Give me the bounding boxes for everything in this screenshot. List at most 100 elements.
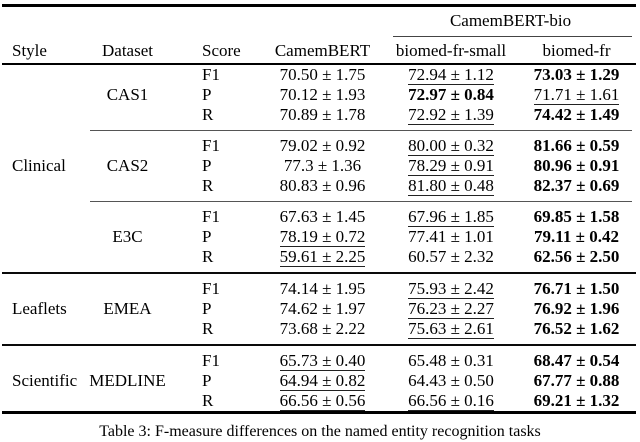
- score-cell: P: [202, 84, 212, 104]
- score-cell: R: [202, 175, 214, 195]
- value-cell: 72.92 ± 1.39: [385, 104, 517, 125]
- value-cell: 67.96 ± 1.85: [385, 206, 517, 227]
- dataset-divider-rule: [90, 200, 632, 202]
- metric-value: 74.62 ± 1.97: [279, 298, 366, 318]
- value-cell: 68.47 ± 0.54: [517, 351, 636, 371]
- metric-value: 59.61 ± 2.25: [279, 246, 366, 267]
- table-top-rule: [2, 4, 636, 7]
- value-cell: 70.12 ± 1.93: [260, 85, 385, 105]
- table-caption: Table 3: F-measure differences on the na…: [99, 423, 541, 440]
- value-cell: 80.83 ± 0.96: [260, 176, 385, 196]
- value-cell: 69.85 ± 1.58: [517, 207, 636, 227]
- value-cell: 64.43 ± 0.50: [385, 371, 517, 391]
- metric-value: 67.77 ± 0.88: [533, 370, 620, 390]
- style-label: Scientific: [12, 370, 78, 390]
- value-cell: 80.00 ± 0.32: [385, 135, 517, 156]
- metric-value: 71.71 ± 1.61: [533, 84, 620, 105]
- value-cell: 73.03 ± 1.29: [517, 65, 636, 85]
- metric-value: 70.12 ± 1.93: [279, 84, 366, 104]
- value-cell: 70.50 ± 1.75: [260, 65, 385, 85]
- value-cell: 74.14 ± 1.95: [260, 279, 385, 299]
- value-cell: 79.02 ± 0.92: [260, 136, 385, 156]
- section-divider-rule: [2, 343, 636, 346]
- value-cell: 76.92 ± 1.96: [517, 299, 636, 319]
- dataset-label: CAS1: [106, 84, 149, 104]
- metric-value: 76.71 ± 1.50: [533, 278, 620, 298]
- metric-value: 75.63 ± 2.61: [408, 318, 494, 339]
- metric-value: 74.42 ± 1.49: [533, 104, 620, 124]
- score-cell: F1: [202, 278, 220, 298]
- value-cell: 78.19 ± 0.72: [260, 226, 385, 247]
- metric-value: 70.89 ± 1.78: [279, 104, 366, 124]
- value-cell: 67.77 ± 0.88: [517, 371, 636, 391]
- metric-value: 60.57 ± 2.32: [408, 246, 494, 266]
- score-cell: R: [202, 246, 214, 266]
- metric-value: 73.03 ± 1.29: [533, 64, 620, 84]
- value-cell: 76.71 ± 1.50: [517, 279, 636, 299]
- metric-value: 79.11 ± 0.42: [534, 226, 619, 246]
- value-cell: 77.41 ± 1.01: [385, 227, 517, 247]
- metric-value: 72.94 ± 1.12: [408, 64, 494, 85]
- metric-value: 65.73 ± 0.40: [279, 350, 366, 371]
- metric-value: 72.92 ± 1.39: [408, 104, 494, 125]
- dataset-label: EMEA: [103, 298, 152, 318]
- value-cell: 71.71 ± 1.61: [517, 84, 636, 105]
- metric-value: 77.3 ± 1.36: [283, 155, 362, 175]
- value-cell: 74.42 ± 1.49: [517, 105, 636, 125]
- dataset-label: E3C: [112, 226, 143, 246]
- metric-value: 76.52 ± 1.62: [533, 318, 620, 338]
- metric-value: 64.94 ± 0.82: [279, 370, 366, 391]
- value-cell: 80.96 ± 0.91: [517, 156, 636, 176]
- table-bottom-rule: [2, 410, 636, 414]
- column-header-score: Score: [202, 40, 241, 60]
- value-cell: 74.62 ± 1.97: [260, 299, 385, 319]
- metric-value: 77.41 ± 1.01: [408, 226, 494, 246]
- metric-value: 72.97 ± 0.84: [408, 84, 494, 104]
- metric-value: 70.50 ± 1.75: [279, 64, 366, 84]
- style-label: Leaflets: [12, 298, 67, 318]
- dataset-divider-rule: [90, 129, 632, 131]
- value-cell: 72.97 ± 0.84: [385, 85, 517, 105]
- metric-value: 74.14 ± 1.95: [279, 278, 366, 298]
- score-cell: P: [202, 370, 212, 390]
- value-cell: 75.93 ± 2.42: [385, 278, 517, 299]
- score-cell: R: [202, 390, 214, 410]
- value-cell: 70.89 ± 1.78: [260, 105, 385, 125]
- metric-value: 62.56 ± 2.50: [533, 246, 620, 266]
- dataset-label: CAS2: [106, 155, 149, 175]
- metric-value: 66.56 ± 0.56: [279, 390, 366, 411]
- metric-value: 73.68 ± 2.22: [279, 318, 366, 338]
- metric-value: 80.96 ± 0.91: [533, 155, 620, 175]
- metric-value: 81.66 ± 0.59: [533, 135, 620, 155]
- group-header-rule: [393, 35, 632, 37]
- metric-value: 78.29 ± 0.91: [408, 155, 494, 176]
- value-cell: 78.29 ± 0.91: [385, 155, 517, 176]
- value-cell: 66.56 ± 0.56: [260, 390, 385, 411]
- metric-value: 78.19 ± 0.72: [279, 226, 366, 247]
- value-cell: 66.56 ± 0.16: [385, 390, 517, 411]
- value-cell: 76.52 ± 1.62: [517, 319, 636, 339]
- value-cell: 82.37 ± 0.69: [517, 176, 636, 196]
- dataset-label: MEDLINE: [89, 370, 166, 390]
- metric-value: 80.00 ± 0.32: [408, 135, 494, 156]
- metric-value: 64.43 ± 0.50: [408, 370, 494, 390]
- value-cell: 69.21 ± 1.32: [517, 391, 636, 411]
- score-cell: F1: [202, 206, 220, 226]
- column-header-biomed-fr-small: biomed-fr-small: [395, 40, 507, 60]
- value-cell: 75.63 ± 2.61: [385, 318, 517, 339]
- value-cell: 60.57 ± 2.32: [385, 247, 517, 267]
- metric-value: 76.92 ± 1.96: [533, 298, 620, 318]
- value-cell: 81.66 ± 0.59: [517, 136, 636, 156]
- score-cell: F1: [202, 64, 220, 84]
- results-table: CamemBERT-bio Style Dataset Score CamemB…: [2, 4, 636, 414]
- metric-value: 81.80 ± 0.48: [408, 175, 494, 196]
- column-header-camembert: CamemBERT: [274, 40, 371, 60]
- value-cell: 64.94 ± 0.82: [260, 370, 385, 391]
- header-rule: [2, 62, 636, 65]
- value-cell: 65.48 ± 0.31: [385, 351, 517, 371]
- value-cell: 59.61 ± 2.25: [260, 246, 385, 267]
- table-header: CamemBERT-bio Style Dataset Score CamemB…: [2, 7, 636, 63]
- value-cell: 73.68 ± 2.22: [260, 319, 385, 339]
- score-cell: R: [202, 318, 214, 338]
